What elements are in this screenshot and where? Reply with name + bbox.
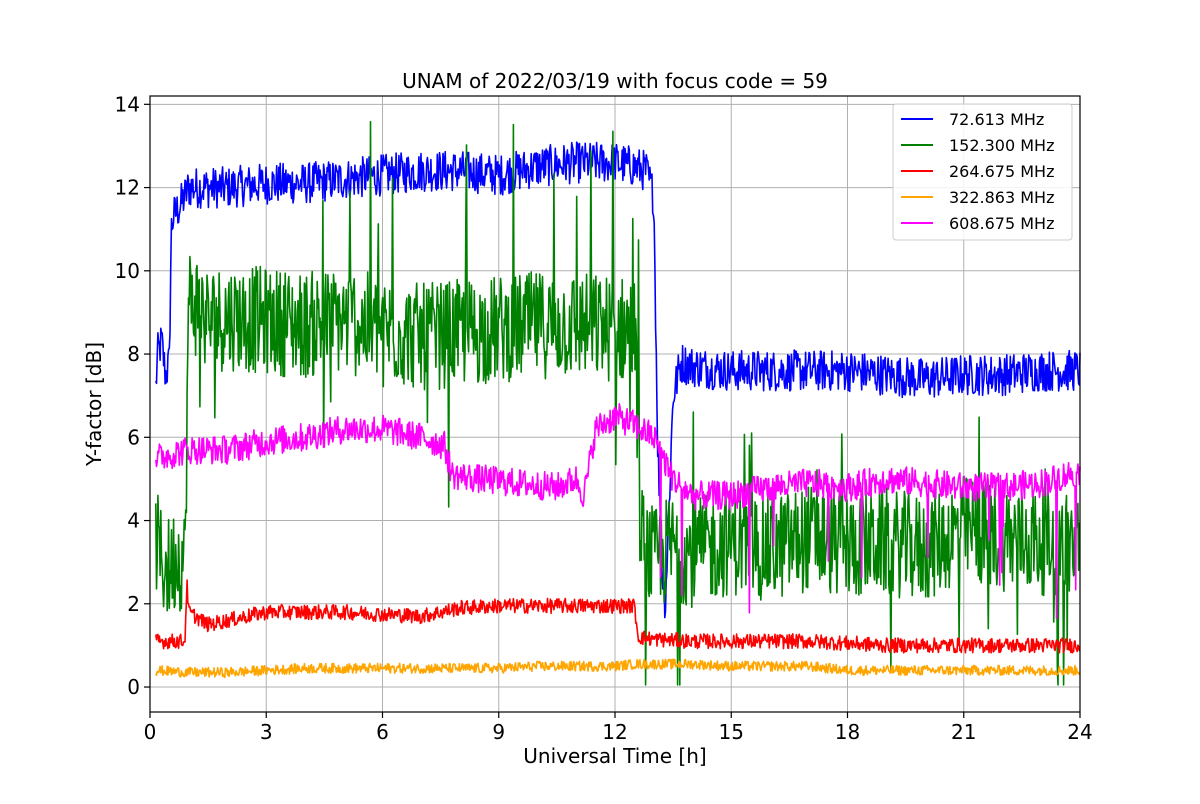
x-tick-label: 6 (376, 720, 389, 744)
legend-label: 152.300 MHz (949, 136, 1054, 155)
x-tick-label: 9 (492, 720, 505, 744)
y-tick-label: 14 (115, 92, 140, 116)
x-tick-label: 24 (1067, 720, 1092, 744)
x-axis-label: Universal Time [h] (523, 744, 706, 768)
legend-label: 322.863 MHz (949, 188, 1054, 207)
legend: 72.613 MHz 152.300 MHz 264.675 MHz 322.863 … (892, 103, 1073, 241)
x-tick-label: 0 (144, 720, 157, 744)
y-tick-label: 4 (127, 509, 140, 533)
series-line-5 (155, 403, 1081, 620)
y-tick-label: 0 (127, 675, 140, 699)
series-lines (155, 120, 1081, 686)
y-tick-label: 10 (115, 259, 140, 283)
y-tick-label: 6 (127, 425, 140, 449)
x-tick-label: 12 (602, 720, 627, 744)
y-tick-label: 12 (115, 176, 140, 200)
series-line-2 (155, 120, 1081, 686)
legend-label: 264.675 MHz (949, 162, 1054, 181)
series-line-4 (155, 658, 1081, 679)
x-tick-label: 21 (951, 720, 976, 744)
y-tick-label: 8 (127, 342, 140, 366)
y-axis-label: Y-factor [dB] (82, 342, 106, 467)
legend-label: 608.675 MHz (949, 214, 1054, 233)
x-tick-label: 18 (835, 720, 860, 744)
y-tick-label: 2 (127, 592, 140, 616)
series-line-1 (155, 141, 1081, 619)
x-tick-label: 3 (260, 720, 273, 744)
legend-box (892, 103, 1073, 241)
legend-label: 72.613 MHz (949, 110, 1044, 129)
series-line-3 (155, 579, 1081, 654)
chart-title: UNAM of 2022/03/19 with focus code = 59 (402, 69, 828, 93)
x-tick-label: 15 (719, 720, 744, 744)
